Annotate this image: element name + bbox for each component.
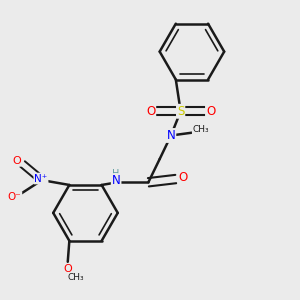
Text: O: O: [146, 105, 155, 118]
Text: O⁻: O⁻: [8, 192, 21, 202]
Text: O: O: [178, 171, 188, 184]
Text: N: N: [167, 129, 175, 142]
Text: CH₃: CH₃: [193, 125, 209, 134]
Text: S: S: [177, 105, 184, 118]
Text: N: N: [112, 174, 121, 187]
Text: O: O: [206, 105, 215, 118]
Text: N⁺: N⁺: [34, 173, 48, 184]
Text: O: O: [12, 156, 21, 166]
Text: O: O: [63, 264, 72, 274]
Text: H: H: [112, 169, 120, 179]
Text: CH₃: CH₃: [68, 273, 84, 282]
